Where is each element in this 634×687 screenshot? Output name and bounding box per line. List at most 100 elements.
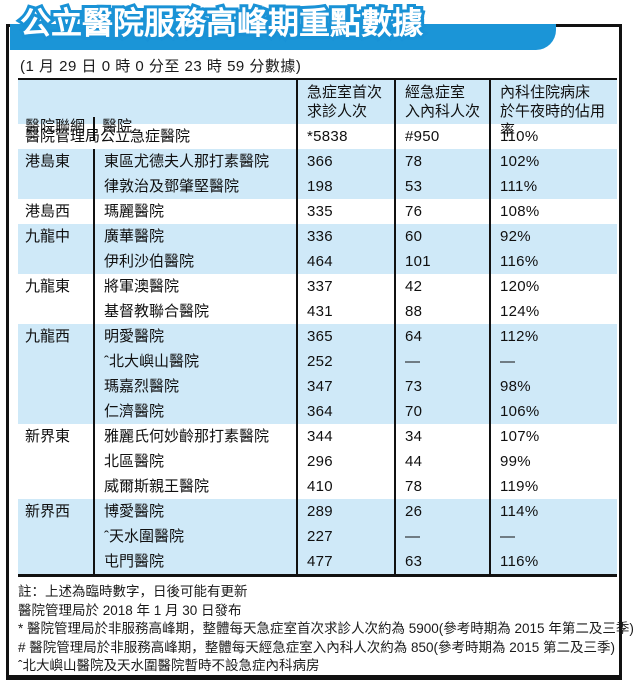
- hospital-cell: 明愛醫院: [93, 324, 296, 349]
- ae-first-value: 344: [296, 424, 394, 449]
- table-row: 屯門醫院 477 63 116%: [18, 549, 617, 574]
- header-adm-line1: 經急症室: [405, 84, 466, 101]
- occupancy-value: 119%: [489, 474, 617, 499]
- cluster-cell: [18, 399, 93, 424]
- med-adm-value: 78: [394, 474, 489, 499]
- header-ae-first-attendance: 急症室首次 求診人次: [296, 80, 394, 140]
- occupancy-value: 111%: [489, 174, 617, 199]
- table-row: 北區醫院 296 44 99%: [18, 449, 617, 474]
- med-adm-value: 53: [394, 174, 489, 199]
- cluster-cell: 九龍西: [25, 328, 71, 345]
- ae-first-value: 431: [296, 299, 394, 324]
- ae-first-value: 252: [296, 349, 394, 374]
- footnotes: 註：上述為臨時數字，日後可能有更新 醫院管理局於 2018 年 1 月 30 日發…: [18, 583, 634, 676]
- table-row: 基督教聯合醫院 431 88 124%: [18, 299, 617, 324]
- hospital-cell: 將軍澳醫院: [93, 274, 296, 299]
- table-row: 九龍東 將軍澳醫院 337 42 120%: [18, 274, 617, 299]
- table-row: 威爾斯親王醫院 410 78 119%: [18, 474, 617, 499]
- ae-first-value: 464: [296, 249, 394, 274]
- header-adm-line2: 入內科人次: [405, 103, 481, 120]
- med-adm-value: 44: [394, 449, 489, 474]
- occupancy-value: 110%: [489, 124, 617, 149]
- hospital-data-table: 醫院聯網 醫院 急症室首次 求診人次 經急症室 入內科人次 內科住院病床 於午夜…: [18, 78, 617, 577]
- subtitle-date-range: (1 月 29 日 0 時 0 分至 23 時 59 分數據): [20, 58, 302, 75]
- med-adm-value: #950: [394, 124, 489, 149]
- table-row: 仁濟醫院 364 70 106%: [18, 399, 617, 424]
- med-adm-value: 42: [394, 274, 489, 299]
- table-row: 港島西 瑪麗醫院 335 76 108%: [18, 199, 617, 224]
- ae-first-value: 296: [296, 449, 394, 474]
- table-row: 伊利沙伯醫院 464 101 116%: [18, 249, 617, 274]
- cluster-cell: [18, 474, 93, 499]
- med-adm-value: 26: [394, 499, 489, 524]
- footnote-line: # 醫院管理局於非服務高峰期，整體每天經急症室入內科人次約為 850(參考時期為…: [18, 639, 616, 655]
- med-adm-value: 76: [394, 199, 489, 224]
- occupancy-value: —: [489, 524, 617, 549]
- table-body: 醫院管理局公立急症醫院 *5838 #950 110% 港島東 東區尤德夫人那打素醫院 36…: [18, 124, 617, 574]
- page-title-outline: 公立醫院服務高峰期重點數據: [17, 3, 426, 44]
- occupancy-value: 124%: [489, 299, 617, 324]
- occupancy-value: 92%: [489, 224, 617, 249]
- ae-first-value: 335: [296, 199, 394, 224]
- footnote-line: * 醫院管理局於非服務高峰期，整體每天急症室首次求診人次約為 5900(參考時期…: [18, 621, 634, 636]
- occupancy-value: 108%: [489, 199, 617, 224]
- hospital-cell: 伊利沙伯醫院: [93, 249, 296, 274]
- header-medical-admissions: 經急症室 入內科人次: [394, 80, 489, 140]
- med-adm-value: —: [394, 524, 489, 549]
- cluster-cell: [18, 299, 93, 324]
- ae-first-value: 337: [296, 274, 394, 299]
- med-adm-value: 88: [394, 299, 489, 324]
- table-row: ˆ天水圍醫院 227— —: [18, 524, 617, 549]
- cluster-cell: [18, 249, 93, 274]
- med-adm-value: 64: [394, 324, 489, 349]
- cluster-cell: 新界東: [25, 428, 71, 445]
- cluster-cell: 九龍東: [25, 278, 71, 295]
- occupancy-value: 112%: [489, 324, 617, 349]
- page-title-text: 公立醫院服務高峰期重點數據: [20, 6, 423, 41]
- med-adm-value: 101: [394, 249, 489, 274]
- hospital-cell: 基督教聯合醫院: [93, 299, 296, 324]
- ae-first-value: 198: [296, 174, 394, 199]
- med-adm-value: —: [394, 349, 489, 374]
- occupancy-value: 120%: [489, 274, 617, 299]
- table-header-row: 醫院聯網 醫院 急症室首次 求診人次 經急症室 入內科人次 內科住院病床 於午夜…: [18, 80, 617, 140]
- med-adm-value: 70: [394, 399, 489, 424]
- hospital-cell: 廣華醫院: [93, 224, 296, 249]
- table-row: 九龍中 廣華醫院 336 60 92%: [18, 224, 617, 249]
- med-adm-value: 73: [394, 374, 489, 399]
- cluster-cell: [18, 449, 93, 474]
- occupancy-value: 99%: [489, 449, 617, 474]
- hospital-cell: 律敦治及鄧肇堅醫院: [93, 174, 296, 199]
- ae-first-value: 410: [296, 474, 394, 499]
- occupancy-value: 116%: [489, 249, 617, 274]
- occupancy-value: 102%: [489, 149, 617, 174]
- cluster-cell: [18, 374, 93, 399]
- header-occ-line1: 內科住院病床: [500, 84, 591, 101]
- table-row: 九龍西 明愛醫院 365 64 112%: [18, 324, 617, 349]
- hospital-cell: 瑪嘉烈醫院: [93, 374, 296, 399]
- ae-first-value: *5838: [296, 124, 394, 149]
- cluster-cell: 港島東: [25, 153, 71, 170]
- cluster-cell: 九龍中: [25, 228, 71, 245]
- ae-first-value: 336: [296, 224, 394, 249]
- cluster-cell: [18, 349, 93, 374]
- cluster-cell: [18, 524, 93, 549]
- table-row-summary: 醫院管理局公立急症醫院 *5838 #950 110%: [18, 124, 617, 149]
- header-ae-line2: 求診人次: [307, 103, 368, 120]
- header-ae-line1: 急症室首次: [307, 84, 383, 101]
- ae-first-value: 289: [296, 499, 394, 524]
- hospital-cell: ˆ天水圍醫院: [93, 524, 296, 549]
- occupancy-value: 98%: [489, 374, 617, 399]
- ae-first-value: 477: [296, 549, 394, 574]
- hospital-cell: 屯門醫院: [93, 549, 296, 574]
- occupancy-value: 114%: [489, 499, 617, 524]
- occupancy-value: 106%: [489, 399, 617, 424]
- ae-first-value: 364: [296, 399, 394, 424]
- ae-first-value: 347: [296, 374, 394, 399]
- footnote-line: 醫院管理局於 2018 年 1 月 30 日發布: [18, 602, 242, 618]
- med-adm-value: 63: [394, 549, 489, 574]
- ae-first-value: 366: [296, 149, 394, 174]
- table-row: 新界東 雅麗氏何妙齡那打素醫院 344 34 107%: [18, 424, 617, 449]
- med-adm-value: 78: [394, 149, 489, 174]
